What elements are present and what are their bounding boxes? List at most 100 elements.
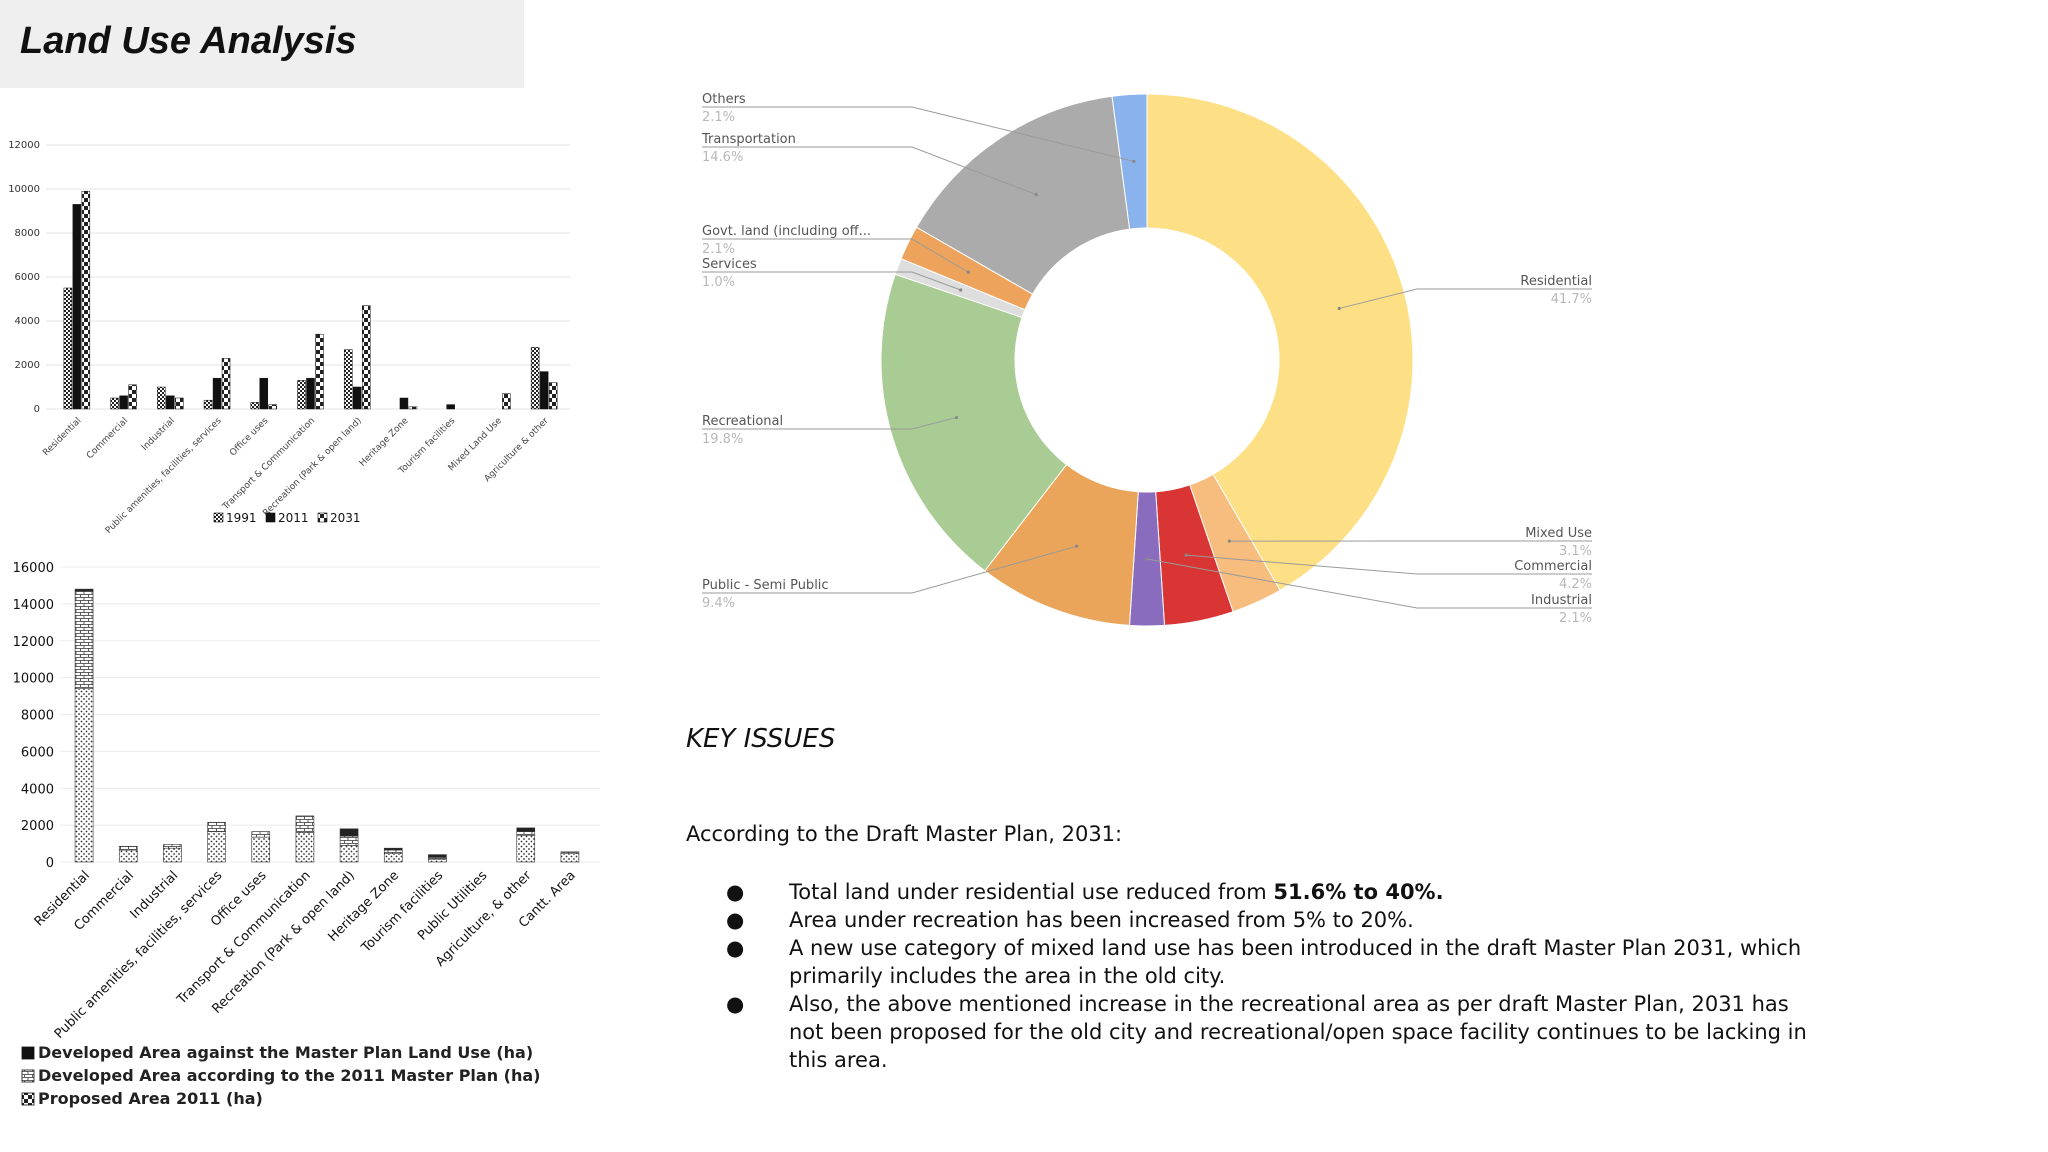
bar-2031-agriculture-other [548, 382, 558, 410]
leader-dot [1337, 306, 1341, 311]
bar-developed-area-according-to-the-2011-master-plan-ha-recreation-park-open-land [339, 835, 359, 846]
bar-1991-public-amenities-facilities-services [203, 399, 213, 410]
y-tick-label: 10000 [13, 672, 54, 687]
issue-text: Total land under residential use reduced… [789, 880, 1274, 904]
slice-percent: 2.1% [702, 110, 735, 125]
bar-developed-area-according-to-the-2011-master-plan-ha-office-uses [251, 831, 271, 838]
bar-developed-area-according-to-the-2011-master-plan-ha-residential [74, 590, 94, 689]
bar-2031-office-uses [268, 404, 278, 410]
list-item: ● Area under recreation has been increase… [686, 906, 1826, 934]
legend-swatch [21, 1069, 35, 1083]
slice-label: Industrial [1531, 593, 1592, 608]
leader-dot [966, 270, 970, 274]
list-item: ● A new use category of mixed land use ha… [686, 934, 1826, 990]
bar-proposed-area-2011-ha-office-uses [251, 836, 271, 863]
legend-label: Proposed Area 2011 (ha) [38, 1089, 263, 1108]
bar-2031-heritage-zone [408, 406, 418, 410]
title-banner: Land Use Analysis [0, 0, 524, 88]
bar-developed-area-against-the-master-plan-land-use-ha-tourism-facilities [428, 854, 447, 858]
slice-percent: 3.1% [1559, 544, 1592, 559]
y-tick-label: 10000 [8, 184, 40, 195]
bar-proposed-area-2011-ha-commercial [118, 849, 138, 863]
leader-dot [1184, 553, 1188, 557]
y-tick-label: 4000 [15, 316, 40, 327]
slice-label: Residential [1520, 274, 1592, 289]
legend-label: Developed Area against the Master Plan L… [38, 1043, 533, 1062]
bar-1991-agriculture-other [530, 347, 540, 410]
bar-developed-area-according-to-the-2011-master-plan-ha-industrial [163, 844, 182, 849]
bar-2011-residential [72, 204, 82, 410]
bar-developed-area-according-to-the-2011-master-plan-ha-commercial [118, 846, 138, 851]
slice-transportation [915, 95, 1131, 295]
bar-proposed-area-2011-ha-cantt-area [560, 853, 580, 863]
x-tick-label: Industrial [140, 416, 177, 453]
bullet-icon: ● [726, 936, 745, 960]
legend-swatch [265, 512, 276, 523]
leader-line [1339, 288, 1592, 309]
legend-swatch [21, 1046, 35, 1060]
bar-2011-recreation-park-open-land [352, 386, 362, 410]
legend-label: Developed Area according to the 2011 Mas… [38, 1066, 540, 1085]
slice-percent: 9.4% [702, 596, 735, 611]
issue-text: Area under recreation has been increased… [789, 908, 1414, 932]
bar-1991-transport-communication [297, 380, 306, 410]
leader-dot [1034, 193, 1038, 197]
bar-proposed-area-2011-ha-tourism-facilities [428, 858, 447, 863]
slice-percent: 4.2% [1559, 577, 1592, 592]
bar-1991-office-uses [250, 402, 260, 410]
slice-label: Public - Semi Public [702, 578, 829, 593]
bar-proposed-area-2011-ha-transport-communication [295, 832, 315, 863]
slice-label: Services [702, 257, 757, 272]
legend-label: 2031 [330, 511, 361, 525]
bar-developed-area-according-to-the-2011-master-plan-ha-transport-communication [295, 815, 315, 833]
bar-2031-mixed-land-use [502, 393, 511, 410]
slice-percent: 2.1% [702, 242, 735, 257]
leader-line [702, 545, 1077, 594]
key-issues-intro: According to the Draft Master Plan, 2031… [686, 822, 1123, 846]
bar-proposed-area-2011-ha-public-amenities-facilities-services [207, 831, 226, 863]
slice-label: Mixed Use [1525, 526, 1592, 541]
slice-percent: 14.6% [702, 150, 743, 165]
leader-dot [1075, 544, 1079, 548]
y-tick-label: 6000 [15, 272, 40, 283]
bar-developed-area-against-the-master-plan-land-use-ha-recreation-park-open-land [339, 828, 359, 837]
bar-2011-heritage-zone [399, 397, 409, 410]
leader-line [702, 106, 1135, 162]
key-issues-list: ● Total land under residential use reduce… [686, 878, 1826, 1074]
slice-residential [1146, 93, 1414, 591]
page-title: Land Use Analysis [20, 20, 357, 62]
legend-swatch [213, 512, 224, 523]
leader-dot [1145, 557, 1149, 561]
slice-percent: 19.8% [702, 432, 743, 447]
list-item: ● Total land under residential use reduce… [686, 878, 1826, 906]
x-tick-label: Public amenities, facilities, services [52, 868, 226, 1042]
bar-2031-industrial [175, 397, 184, 410]
bar-developed-area-according-to-the-2011-master-plan-ha-public-amenities-facilities-services [207, 822, 226, 832]
issue-text: Also, the above mentioned increase in th… [789, 992, 1807, 1072]
bar-developed-area-according-to-the-2011-master-plan-ha-agriculture-other [516, 831, 536, 836]
y-tick-label: 0 [46, 856, 54, 871]
bar-developed-area-according-to-the-2011-master-plan-ha-heritage-zone [383, 849, 403, 855]
bar-2011-public-amenities-facilities-services [212, 377, 222, 410]
slice-label: Govt. land (including off... [702, 224, 871, 239]
bar-developed-area-against-the-master-plan-land-use-ha-agriculture-other [516, 827, 536, 832]
leader-dot [1132, 159, 1136, 164]
bar-2011-transport-communication [306, 377, 315, 410]
leader-dot [954, 415, 959, 420]
x-tick-label: Commercial [85, 416, 130, 461]
y-tick-label: 2000 [15, 360, 40, 371]
bar-proposed-area-2011-ha-agriculture-other [516, 834, 536, 863]
y-tick-label: 12000 [13, 635, 54, 650]
bar-2011-commercial [119, 395, 128, 410]
y-tick-label: 2000 [21, 819, 54, 834]
bullet-icon: ● [726, 992, 745, 1016]
x-tick-label: Recreation (Park & open land) [261, 416, 364, 519]
slice-percent: 1.0% [702, 275, 735, 290]
bar-2031-transport-communication [315, 333, 324, 410]
bar-1991-recreation-park-open-land [343, 349, 353, 410]
leader-dot [1227, 539, 1231, 543]
slice-others [1111, 93, 1148, 230]
bar-2011-agriculture-other [539, 371, 549, 410]
x-tick-label: Office uses [228, 416, 270, 458]
